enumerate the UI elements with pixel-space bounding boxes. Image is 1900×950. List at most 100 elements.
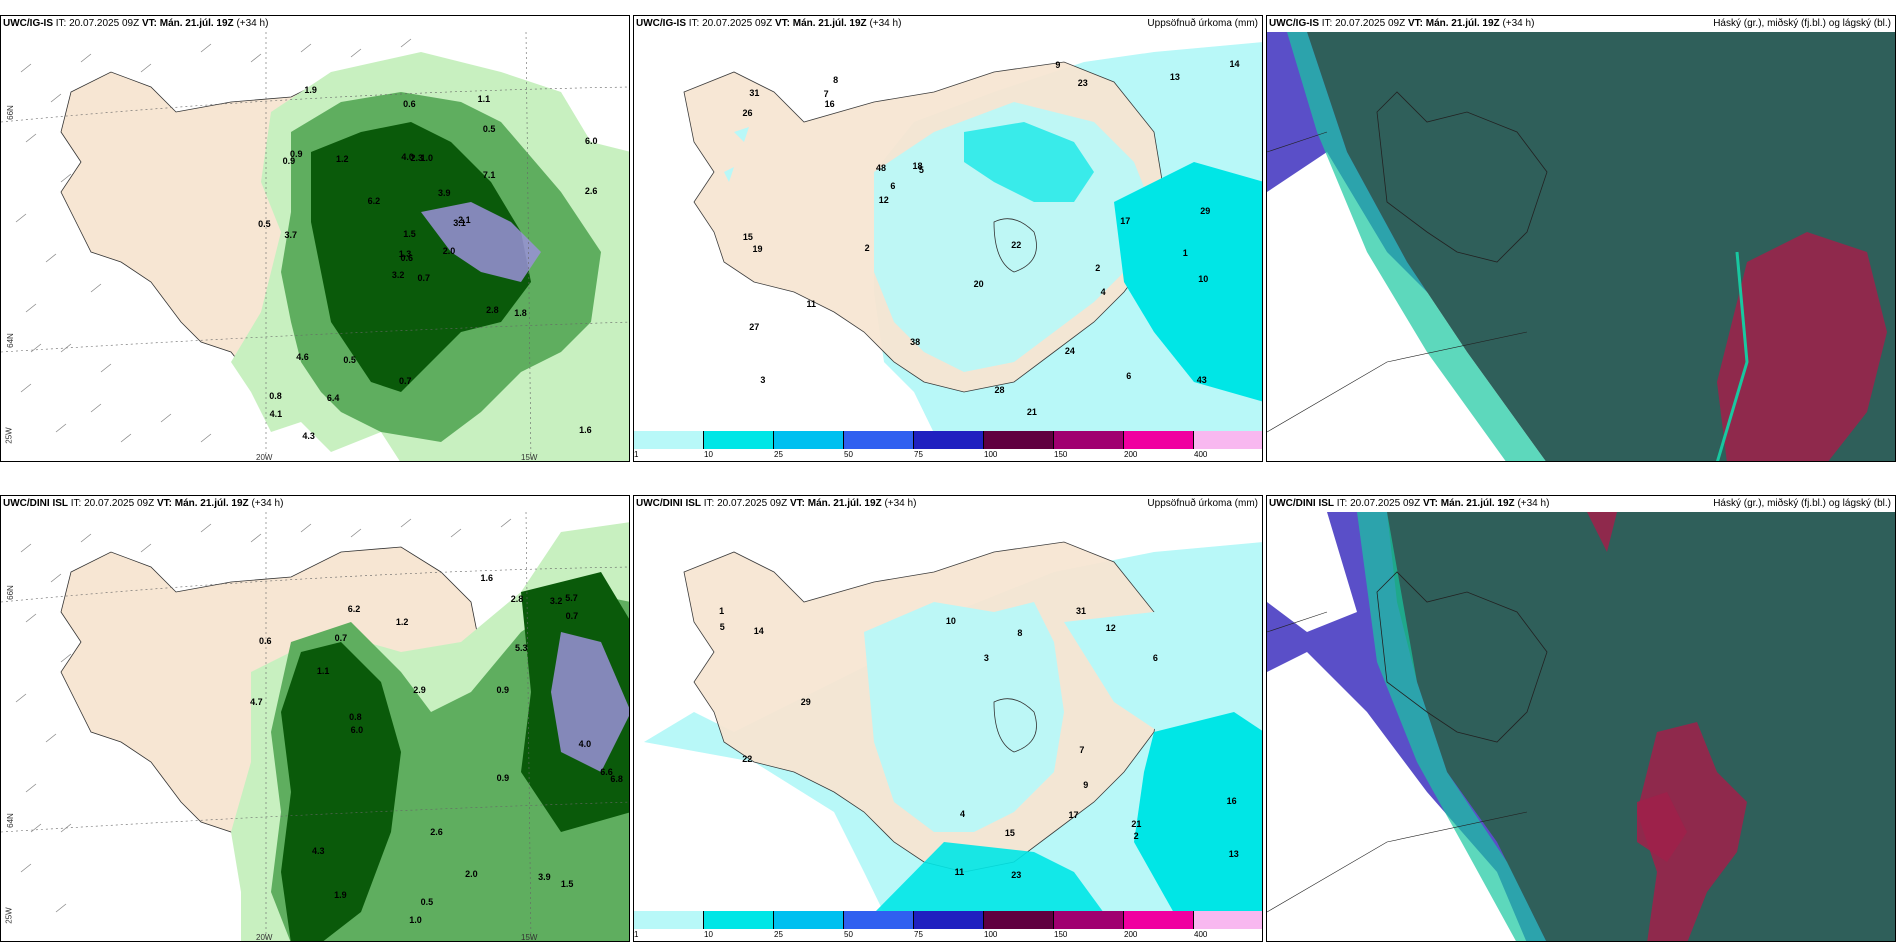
colorbar-swatch xyxy=(1054,431,1124,449)
precip-value: 0.9 xyxy=(282,156,296,167)
precip-value: 15 xyxy=(1004,827,1015,838)
panel-bottom-middle: UWC/DINI ISL IT: 20.07.2025 09Z VT: Mán.… xyxy=(633,495,1263,942)
colorbar-swatch xyxy=(634,911,704,929)
precip-value: 1.5 xyxy=(403,228,416,239)
precip-value: 9 xyxy=(1055,59,1061,70)
colorbar-swatch xyxy=(774,911,844,929)
colorbar-swatch xyxy=(914,431,984,449)
colorbar-label: 150 xyxy=(1054,450,1068,459)
panel-bottom-right: UWC/DINI ISL IT: 20.07.2025 09Z VT: Mán.… xyxy=(1266,495,1896,942)
precip-value: 7 xyxy=(823,88,829,99)
precip-value: 4.3 xyxy=(302,430,315,441)
precip-value: 29 xyxy=(800,696,811,707)
precip-value: 2.1 xyxy=(458,214,471,225)
colorbar: 1 10 25 50 75 100 150 200 400 xyxy=(634,431,1262,461)
colorbar-label: 50 xyxy=(844,450,853,459)
precip-value: 3.7 xyxy=(284,230,297,241)
model-name: UWC/DINI ISL xyxy=(636,498,701,509)
precip-value: 2.3 xyxy=(410,153,423,164)
colorbar-label: 400 xyxy=(1194,450,1208,459)
precip-value: 2.9 xyxy=(413,684,426,695)
precip-value: 4.1 xyxy=(269,408,283,419)
colorbar-label: 100 xyxy=(984,930,998,939)
lat-66-label: 66N xyxy=(5,585,15,600)
precip-value: 7 xyxy=(1079,745,1085,756)
precip-value: 3.2 xyxy=(391,269,405,280)
precip-value: 13 xyxy=(1228,848,1239,859)
precip-value: 16 xyxy=(1226,796,1237,807)
precip-value: 27 xyxy=(749,322,760,333)
vt-label: VT: xyxy=(141,18,157,29)
init-time: 20.07.2025 09Z xyxy=(84,498,155,509)
low-cloud-area xyxy=(1717,232,1887,461)
precip-value: 7.1 xyxy=(482,169,496,180)
precip-value: 1.6 xyxy=(579,424,592,435)
precip-value: 0.5 xyxy=(420,896,434,907)
init-time: 20.07.2025 09Z xyxy=(1335,18,1406,29)
precip-value: 4.0 xyxy=(401,152,414,163)
precip-value: 4.0 xyxy=(578,738,592,749)
low-cloud-area xyxy=(1637,722,1747,941)
precip-value: 2 xyxy=(1133,831,1139,842)
high-cloud-area xyxy=(1387,512,1895,941)
lon-25-label: 25W xyxy=(4,427,14,444)
init-time: 20.07.2025 09Z xyxy=(717,498,788,509)
precip-value: 5 xyxy=(918,165,924,176)
precip-value: 1.1 xyxy=(316,666,330,677)
precip-value: 1 xyxy=(719,606,725,616)
precip-value: 1.3 xyxy=(398,249,412,260)
precip-value: 17 xyxy=(1068,810,1079,820)
precip-small-cells xyxy=(724,127,749,182)
colorbar-label: 400 xyxy=(1194,930,1208,939)
precip-value: 2 xyxy=(864,243,870,254)
precip-value: 2.6 xyxy=(430,827,443,838)
lon-20-label: 20W xyxy=(256,933,273,942)
colorbar-swatch xyxy=(704,911,774,929)
valid-time: Mán. 21.júl. 19Z xyxy=(792,18,867,29)
lat-66-label: 66N xyxy=(5,105,15,120)
colorbar-label: 1 xyxy=(634,450,639,459)
precip-value: 23 xyxy=(1077,78,1088,89)
precip-value: 0.8 xyxy=(349,711,362,722)
vt-label: VT: xyxy=(1422,498,1438,509)
precip-value: 24 xyxy=(1064,345,1075,356)
vt-label: VT: xyxy=(1407,18,1423,29)
lon-25-label: 25W xyxy=(4,907,14,924)
precip-value: 5.7 xyxy=(565,592,578,603)
precip-value: 4 xyxy=(959,809,965,820)
colorbar-swatch xyxy=(704,431,774,449)
precip-value: 3.9 xyxy=(538,871,551,882)
panel-field-title: Uppsöfnuð úrkoma (mm) xyxy=(1147,18,1258,29)
precip-value: 15 xyxy=(742,231,753,242)
precip-value: 2.6 xyxy=(584,186,598,197)
precip-value: 8 xyxy=(1017,627,1023,638)
precip-value: 1.1 xyxy=(477,94,491,105)
precip-value: 1.6 xyxy=(480,573,494,584)
precip-value: 1.9 xyxy=(334,889,347,900)
lat-lon-grid xyxy=(1,32,629,461)
precip-value: 31 xyxy=(1076,606,1087,617)
precip-value: 48 xyxy=(876,162,887,173)
panel-field-title: Háský (gr.), miðský (fj.bl.) og lágský (… xyxy=(1713,18,1891,29)
cloud-contour xyxy=(1716,251,1749,461)
precip-value: 43 xyxy=(1196,375,1207,386)
model-name: UWC/IG-IS xyxy=(1269,18,1319,29)
precip-value: 17 xyxy=(1120,215,1131,226)
colorbar-swatch xyxy=(844,431,914,449)
lat-64-label: 64N xyxy=(5,333,15,348)
precip-value: 3.2 xyxy=(549,596,563,607)
colorbar-label: 25 xyxy=(774,930,783,939)
it-label: IT: xyxy=(1321,18,1333,29)
panel-field-title: Uppsöfnuð úrkoma (mm) xyxy=(1147,498,1258,509)
precip-value: 20 xyxy=(973,278,984,289)
precip-value: 13 xyxy=(1169,71,1180,82)
panel-field-title: Háský (gr.), miðský (fj.bl.) og lágský (… xyxy=(1713,498,1891,509)
precip-value: 12 xyxy=(1105,622,1116,633)
lead-time: (+34 h) xyxy=(884,498,917,509)
precip-value: 29 xyxy=(1200,205,1211,216)
precip-value: 16 xyxy=(824,98,835,109)
colorbar-label: 25 xyxy=(774,450,783,459)
clear-sky-area xyxy=(1267,652,1527,941)
precip-value: 0.6 xyxy=(400,253,414,264)
precip-value: 5.3 xyxy=(515,643,528,654)
